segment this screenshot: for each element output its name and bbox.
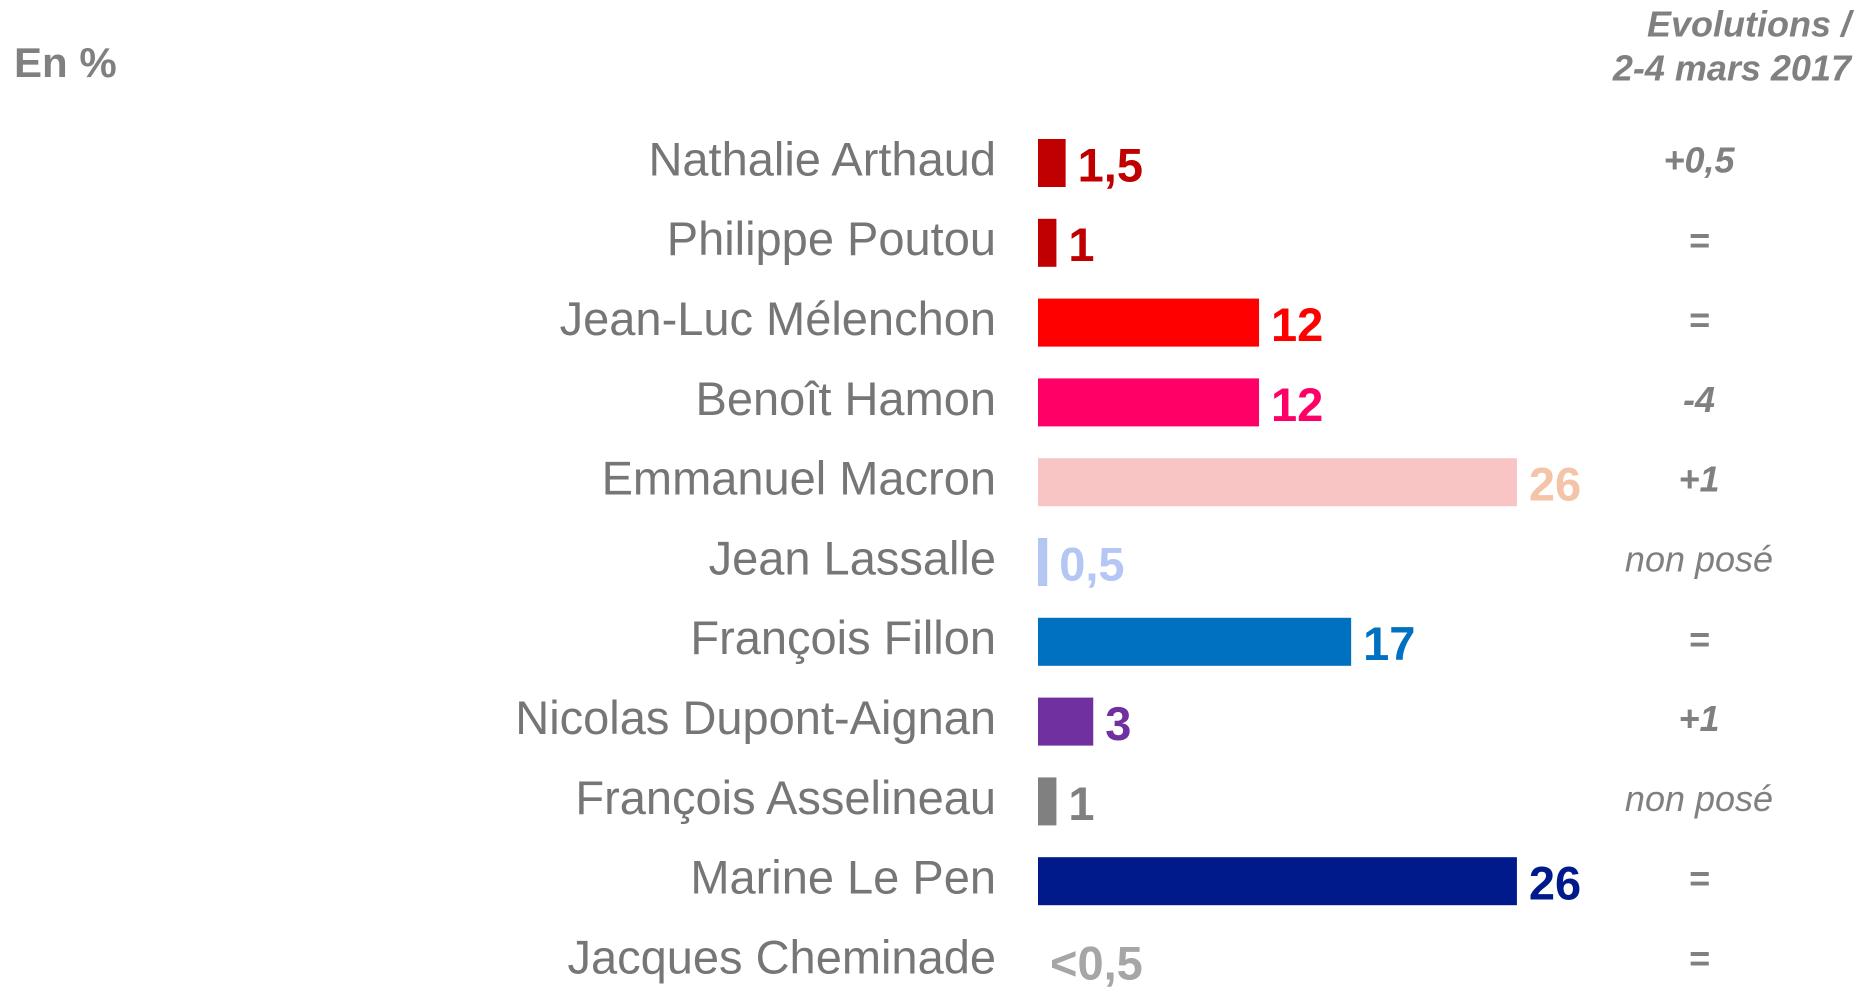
unit-label: En % xyxy=(14,39,117,86)
bar xyxy=(1038,857,1517,906)
value-label: 3 xyxy=(1105,697,1131,750)
category-label: Emmanuel Macron xyxy=(602,452,996,505)
evolution: non posé xyxy=(1625,539,1773,580)
category-label: François Asselineau xyxy=(575,771,996,824)
evolution: -4 xyxy=(1683,379,1715,420)
category-label: François Fillon xyxy=(690,611,996,664)
category-label: Jacques Cheminade xyxy=(568,930,997,983)
value-label: 1,5 xyxy=(1078,138,1143,191)
evolution: non posé xyxy=(1625,778,1773,819)
bar xyxy=(1038,777,1057,826)
evolution: = xyxy=(1688,618,1709,659)
value-label: 0,5 xyxy=(1059,537,1124,590)
bar xyxy=(1038,538,1048,586)
evolutions-title: Evolutions / xyxy=(1647,4,1855,45)
value-label: 12 xyxy=(1271,298,1323,351)
bar xyxy=(1038,218,1057,267)
evolution: +0,5 xyxy=(1663,140,1735,181)
evolution: = xyxy=(1688,858,1709,899)
category-label: Nicolas Dupont-Aignan xyxy=(515,691,996,744)
evolution: +1 xyxy=(1678,698,1719,739)
evolution: = xyxy=(1688,299,1709,340)
category-label: Jean Lassalle xyxy=(709,531,996,584)
value-label: 1 xyxy=(1068,218,1094,271)
bar xyxy=(1038,458,1517,507)
category-label: Nathalie Arthaud xyxy=(648,132,996,185)
value-label: 26 xyxy=(1529,458,1581,511)
category-label: Jean-Luc Mélenchon xyxy=(560,292,996,345)
evolutions-title: 2-4 mars 2017 xyxy=(1612,48,1853,89)
category-label: Marine Le Pen xyxy=(690,851,996,904)
value-label: 1 xyxy=(1068,777,1094,830)
value-label: 17 xyxy=(1363,617,1415,670)
value-label: 12 xyxy=(1271,378,1323,431)
evolution: = xyxy=(1688,938,1709,979)
category-label: Benoît Hamon xyxy=(696,372,996,425)
bar xyxy=(1038,139,1066,187)
evolution: = xyxy=(1688,219,1709,260)
value-label: 26 xyxy=(1529,857,1581,910)
bar xyxy=(1038,697,1094,746)
evolution: +1 xyxy=(1678,459,1719,500)
value-label: <0,5 xyxy=(1050,936,1143,989)
bar xyxy=(1038,378,1260,427)
category-label: Philippe Poutou xyxy=(667,212,996,265)
bar xyxy=(1038,617,1352,666)
bar xyxy=(1038,298,1260,347)
